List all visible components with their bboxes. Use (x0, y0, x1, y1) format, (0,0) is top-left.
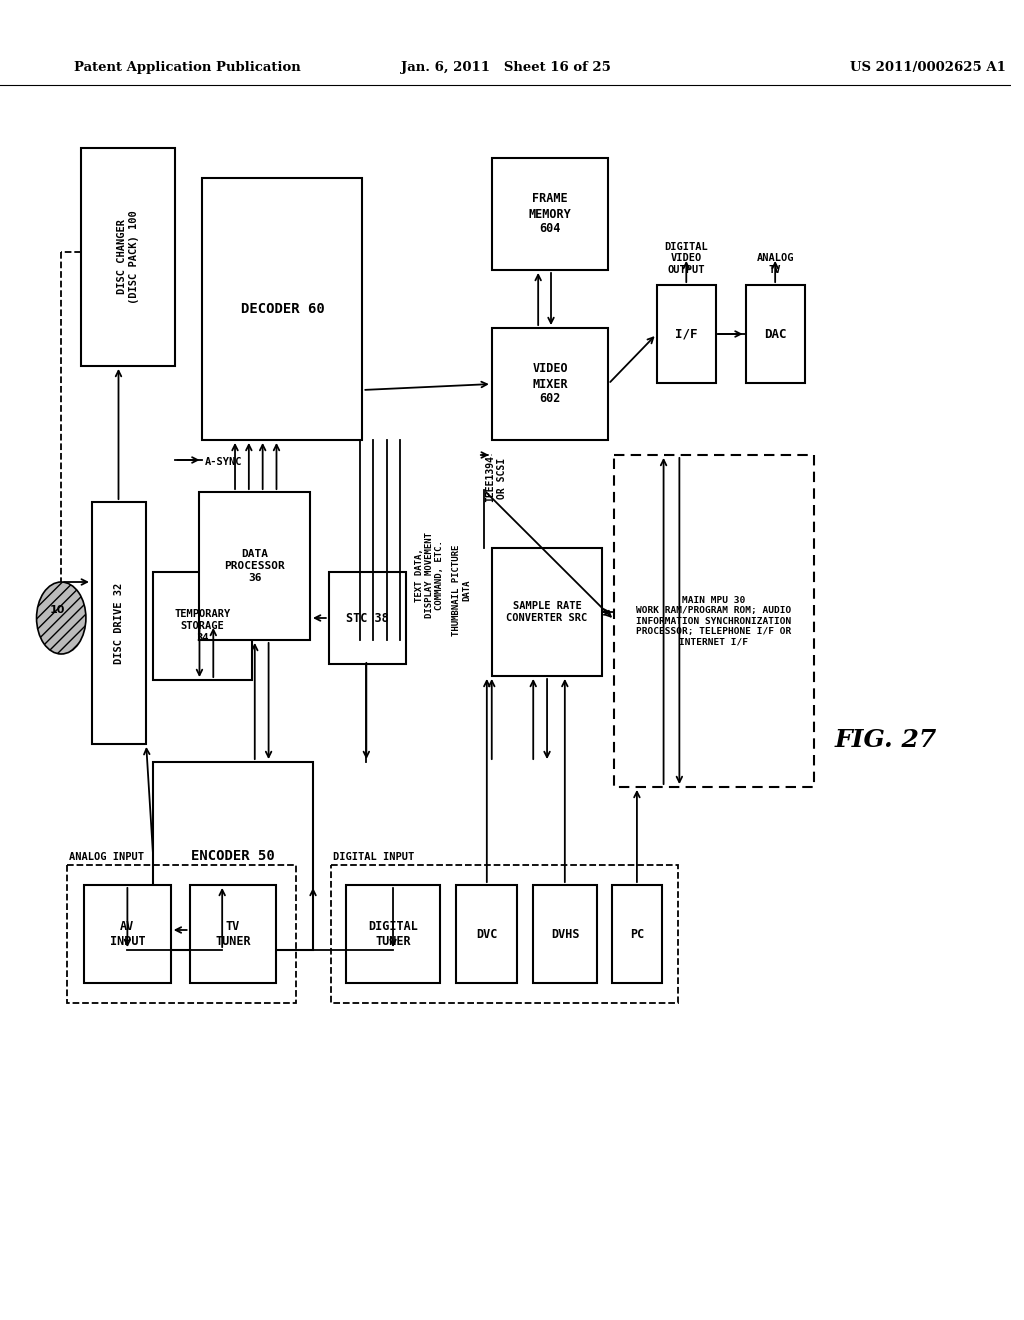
Text: PC: PC (630, 928, 644, 940)
Text: MAIN MPU 30
WORK RAM/PROGRAM ROM; AUDIO
INFORMATION SYNCHRONIZATION
PROCESSOR; T: MAIN MPU 30 WORK RAM/PROGRAM ROM; AUDIO … (636, 595, 792, 647)
Ellipse shape (37, 582, 86, 653)
Text: STC 38: STC 38 (346, 611, 389, 624)
Text: DIGITAL
VIDEO
OUTPUT: DIGITAL VIDEO OUTPUT (665, 242, 709, 275)
Text: SAMPLE RATE
CONVERTER SRC: SAMPLE RATE CONVERTER SRC (507, 601, 588, 623)
Bar (457, 884, 517, 983)
Text: ENCODER 50: ENCODER 50 (191, 849, 274, 863)
Text: VIDEO
MIXER
602: VIDEO MIXER 602 (532, 363, 568, 405)
Bar (84, 884, 171, 983)
Bar (203, 178, 362, 440)
Text: DIGITAL INPUT: DIGITAL INPUT (333, 851, 414, 862)
Text: I/F: I/F (675, 327, 697, 341)
Bar (656, 285, 716, 383)
Bar (492, 548, 602, 676)
Text: TV
TUNER: TV TUNER (215, 920, 251, 948)
Text: DISC CHANGER
(DISC PACK) 100: DISC CHANGER (DISC PACK) 100 (117, 210, 138, 304)
Text: DISC DRIVE 32: DISC DRIVE 32 (114, 582, 124, 664)
Bar (81, 148, 175, 366)
Text: DAC: DAC (764, 327, 786, 341)
Bar (153, 572, 252, 680)
Bar (189, 884, 276, 983)
Text: AV
INPUT: AV INPUT (110, 920, 145, 948)
Bar (492, 158, 608, 271)
Bar (346, 884, 440, 983)
Text: Jan. 6, 2011   Sheet 16 of 25: Jan. 6, 2011 Sheet 16 of 25 (400, 62, 610, 74)
Text: DATA
PROCESSOR
36: DATA PROCESSOR 36 (224, 549, 285, 582)
Bar (68, 865, 296, 1003)
Text: IEEE1394
OR SCSI: IEEE1394 OR SCSI (485, 454, 507, 502)
Bar (331, 865, 678, 1003)
Text: DVC: DVC (476, 928, 498, 940)
Bar (614, 455, 814, 787)
Text: FRAME
MEMORY
604: FRAME MEMORY 604 (528, 193, 571, 235)
Bar (329, 572, 406, 664)
Bar (153, 762, 313, 950)
Text: TEXT DATA,
DISPLAY MOVEMENT
COMMAND, ETC.: TEXT DATA, DISPLAY MOVEMENT COMMAND, ETC… (415, 532, 444, 618)
Text: A-SYNC: A-SYNC (205, 457, 242, 467)
Text: ANALOG
TV: ANALOG TV (757, 253, 794, 275)
Text: TEMPORARY
STORAGE
34: TEMPORARY STORAGE 34 (174, 610, 230, 643)
Text: FIG. 27: FIG. 27 (835, 729, 937, 752)
Text: ANALOG INPUT: ANALOG INPUT (70, 851, 144, 862)
Bar (92, 502, 146, 744)
Text: THUMBNAIL PICTURE
DATA: THUMBNAIL PICTURE DATA (453, 544, 472, 636)
Text: Patent Application Publication: Patent Application Publication (74, 62, 301, 74)
Bar (200, 492, 310, 640)
Bar (534, 884, 597, 983)
Text: DECODER 60: DECODER 60 (241, 302, 325, 315)
Text: DIGITAL
TUNER: DIGITAL TUNER (368, 920, 418, 948)
Bar (492, 327, 608, 440)
Text: DVHS: DVHS (551, 928, 580, 940)
Text: US 2011/0002625 A1: US 2011/0002625 A1 (850, 62, 1007, 74)
Text: 10: 10 (49, 605, 65, 615)
Bar (745, 285, 805, 383)
Bar (612, 884, 662, 983)
